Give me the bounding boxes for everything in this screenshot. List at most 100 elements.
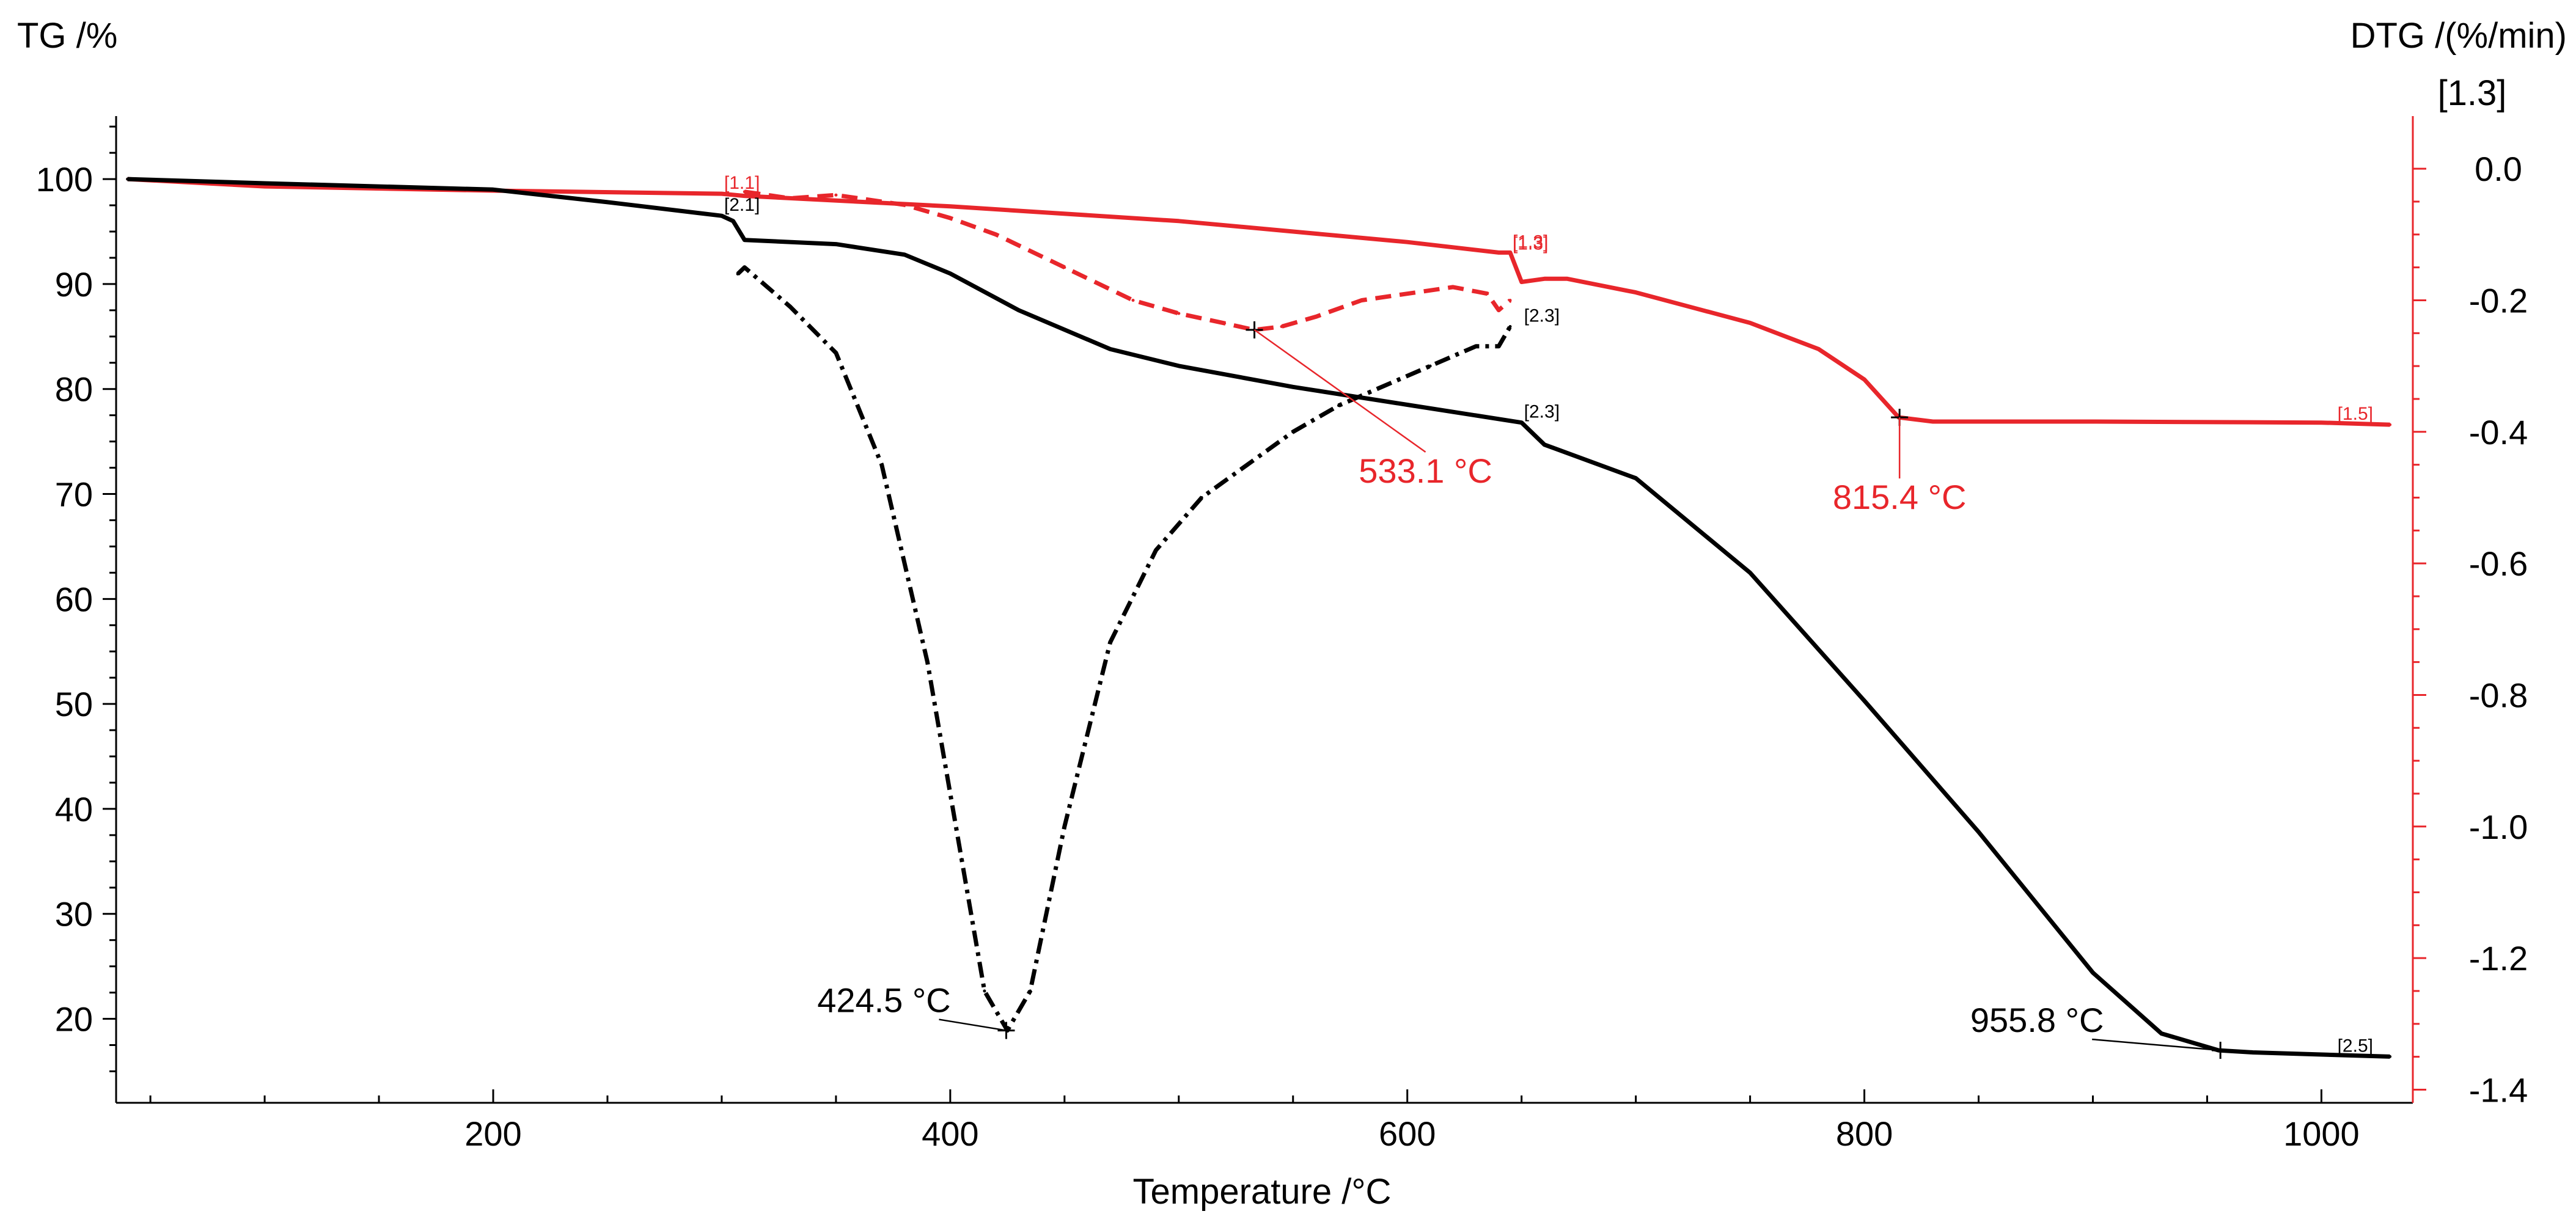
segment-label: [2.1]: [724, 195, 760, 215]
data-point: [1406, 403, 1409, 406]
data-point: [263, 181, 266, 185]
data-point: [1451, 285, 1455, 289]
data-point: [263, 185, 266, 188]
data-point: [606, 200, 609, 204]
left-tick-label: 50: [55, 685, 93, 723]
peak-label: 533.1 °C: [1359, 452, 1492, 490]
peak-label: 815.4 °C: [1833, 478, 1967, 516]
data-point: [1543, 277, 1546, 280]
data-point: [2388, 1055, 2392, 1058]
data-point: [1634, 291, 1638, 294]
data-point: [1749, 571, 1752, 574]
segment-label: [1.3]: [1513, 232, 1548, 252]
series-line: [736, 265, 1513, 1033]
data-point: [949, 205, 952, 208]
data-point: [788, 305, 792, 309]
data-point: [743, 238, 746, 242]
data-point: [903, 253, 906, 257]
data-point: [1109, 640, 1112, 644]
data-point: [1382, 384, 1386, 387]
data-point: [1406, 240, 1409, 244]
peak-label: 424.5 °C: [817, 981, 951, 1020]
peak-leader-line: [939, 1018, 1007, 1031]
data-point: [1497, 345, 1500, 348]
series-group: [126, 177, 2392, 1059]
left-tick-label: 100: [36, 160, 93, 199]
segment-label: [1.3]: [1513, 233, 1548, 254]
data-point: [960, 858, 963, 861]
series-dtg-sample-2: [736, 265, 1513, 1033]
x-axis-title: Temperature /°C: [1133, 1172, 1392, 1212]
data-point: [788, 197, 792, 200]
data-point: [1474, 345, 1478, 348]
data-point: [926, 660, 929, 664]
data-point: [1223, 321, 1227, 325]
data-point: [720, 214, 724, 218]
peak-label: 955.8 °C: [1970, 1001, 2104, 1039]
data-point: [732, 219, 735, 223]
series-line: [127, 177, 2390, 427]
data-point: [1406, 292, 1409, 296]
data-point: [1154, 549, 1158, 552]
right-axis-segment-label: [1.3]: [2438, 73, 2507, 113]
right-tick-label: -1.2: [2469, 939, 2528, 978]
data-point: [1291, 430, 1295, 434]
right-tick-label: -0.4: [2469, 413, 2528, 452]
data-point: [834, 193, 838, 197]
data-point: [2251, 1051, 2255, 1054]
data-point: [834, 243, 838, 246]
data-point: [1109, 347, 1112, 351]
data-point: [903, 203, 906, 207]
data-point: [1360, 299, 1363, 302]
data-point: [1177, 364, 1181, 368]
x-tick-label: 1000: [2283, 1114, 2360, 1153]
ticks: 200 400 600 800 1000 100 90 80 70 60 50 40 30 20 0.0 -0…: [36, 125, 2528, 1153]
data-point: [1063, 266, 1066, 269]
data-point: [834, 351, 838, 355]
series-tg-sample-2: [126, 177, 2392, 1059]
data-point: [1931, 420, 1935, 423]
data-point: [1508, 325, 1512, 328]
data-point: [1314, 315, 1318, 318]
data-point: [2319, 1053, 2323, 1056]
data-point: [983, 989, 986, 993]
data-point: [1817, 347, 1821, 351]
data-point: [2091, 420, 2094, 423]
right-tick-label: -1.4: [2469, 1070, 2528, 1109]
data-point: [949, 272, 952, 276]
data-point: [1177, 312, 1181, 315]
peak-leader-line: [1253, 329, 1426, 453]
left-axis-title: TG /%: [17, 16, 117, 56]
data-point: [743, 194, 746, 198]
data-point: [1749, 321, 1752, 324]
right-tick-label: -0.2: [2469, 281, 2528, 320]
data-point: [1063, 825, 1066, 828]
data-point: [1246, 463, 1249, 467]
data-point: [1497, 309, 1500, 312]
right-axis-title: DTG /(%/min): [2350, 16, 2567, 56]
data-point: [1131, 299, 1135, 302]
data-point: [743, 266, 746, 269]
data-point: [994, 233, 998, 236]
data-point: [1508, 250, 1512, 254]
x-tick-label: 200: [464, 1114, 521, 1153]
left-tick-label: 30: [55, 895, 93, 934]
left-tick-label: 40: [55, 790, 93, 828]
right-tick-label: -1.0: [2469, 808, 2528, 846]
x-tick-label: 400: [922, 1114, 978, 1153]
data-point: [126, 177, 130, 181]
data-point: [1520, 280, 1524, 283]
data-point: [1863, 378, 1866, 381]
data-point: [1177, 219, 1181, 223]
data-point: [1428, 364, 1432, 368]
data-point: [743, 190, 746, 194]
data-point: [1520, 421, 1524, 425]
data-point: [1508, 299, 1512, 302]
segment-label: [1.1]: [724, 173, 760, 193]
data-point: [1566, 277, 1569, 280]
data-point: [1017, 309, 1021, 312]
segment-label: [2.5]: [2338, 1036, 2373, 1056]
segment-label: [2.3]: [1524, 306, 1560, 326]
data-point: [1977, 830, 1980, 834]
